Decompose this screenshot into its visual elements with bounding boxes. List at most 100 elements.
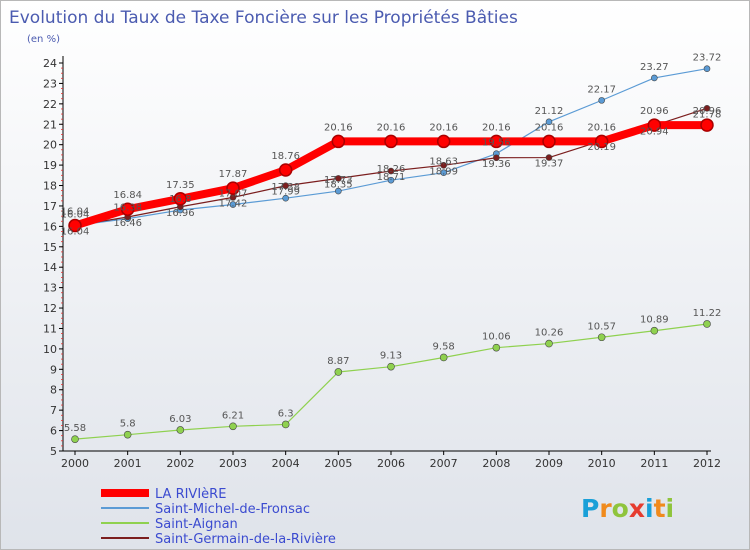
data-label: 5.58 xyxy=(64,423,86,434)
data-label: 20.16 xyxy=(429,122,458,133)
data-label: 16.84 xyxy=(113,190,142,201)
x-tick-label: 2003 xyxy=(219,457,247,470)
data-label: 11.22 xyxy=(693,308,722,319)
data-point xyxy=(387,176,395,184)
data-point xyxy=(647,118,662,132)
data-point xyxy=(226,181,240,195)
data-label: 20.16 xyxy=(377,122,406,133)
data-label: 16.8 xyxy=(169,194,191,205)
legend-label: Saint-Aignan xyxy=(155,517,238,532)
data-label: 16.46 xyxy=(113,218,142,229)
y-tick-label: 24 xyxy=(43,57,57,70)
data-label: 23.72 xyxy=(693,53,722,64)
x-tick-label: 2008 xyxy=(482,457,510,470)
data-label: 22.17 xyxy=(587,84,616,95)
data-label: 19.36 xyxy=(482,159,511,170)
y-tick-label: 23 xyxy=(43,77,57,90)
data-label: 18.26 xyxy=(377,164,406,175)
data-label: 16.96 xyxy=(166,208,195,219)
x-tick-label: 2010 xyxy=(588,457,616,470)
y-tick-label: 10 xyxy=(43,343,57,356)
data-point xyxy=(545,154,553,161)
data-point xyxy=(598,97,605,104)
data-point xyxy=(542,134,556,149)
data-label: 17.35 xyxy=(166,180,195,191)
data-point xyxy=(436,134,451,149)
data-label: 8.87 xyxy=(327,356,349,367)
data-point xyxy=(387,362,395,371)
series-layer xyxy=(68,65,714,443)
data-label: 16.04 xyxy=(61,210,90,221)
data-label: 23.27 xyxy=(640,62,669,73)
y-tick-label: 8 xyxy=(50,384,57,397)
data-point xyxy=(281,420,290,429)
data-label: 6.3 xyxy=(278,408,294,419)
axes: 5 6 7 8 9 10 11 12 13 14 15 16 17 18 19 20 21 22 23 24 2000 2… xyxy=(43,56,721,470)
y-tick-label: 16 xyxy=(43,220,57,233)
data-label: 18.71 xyxy=(377,172,406,183)
legend-label: Saint-Michel-de-Fronsac xyxy=(155,502,310,517)
y-tick-label: 19 xyxy=(43,159,57,172)
data-point xyxy=(68,218,82,233)
data-point xyxy=(331,134,346,149)
y-tick-label: 12 xyxy=(43,302,57,315)
x-tick-label: 2011 xyxy=(640,457,668,470)
data-point xyxy=(703,320,711,328)
legend-label: LA RIVIèRE xyxy=(155,487,226,502)
y-tick-label: 15 xyxy=(43,241,57,254)
data-point xyxy=(440,169,447,176)
data-point xyxy=(282,194,289,202)
data-point xyxy=(545,118,553,126)
x-tick-label: 2006 xyxy=(377,457,405,470)
data-label: 10.89 xyxy=(640,315,669,326)
data-label: 10.26 xyxy=(535,328,564,339)
y-tick-label: 9 xyxy=(50,363,57,376)
data-label: 17.99 xyxy=(271,187,300,198)
data-label: 9.58 xyxy=(433,341,455,352)
data-label: 19.37 xyxy=(535,159,564,170)
data-point xyxy=(334,368,343,376)
data-point xyxy=(278,163,293,177)
chart-subtitle: (en %) xyxy=(27,34,60,45)
data-label: 9.13 xyxy=(380,351,402,362)
data-point xyxy=(651,74,658,82)
data-point xyxy=(335,175,342,182)
data-point xyxy=(493,154,500,162)
data-point xyxy=(71,435,79,443)
data-label: 20.16 xyxy=(535,122,564,133)
data-point xyxy=(440,162,447,169)
data-label: 21.12 xyxy=(535,106,564,117)
data-label: 6.21 xyxy=(222,410,244,421)
y-tick-label: 6 xyxy=(50,425,57,438)
data-point xyxy=(123,430,132,439)
data-label: 20.94 xyxy=(640,126,669,137)
data-point xyxy=(384,134,398,149)
data-point xyxy=(650,326,659,335)
x-tick-label: 2009 xyxy=(535,457,563,470)
y-tick-label: 5 xyxy=(50,445,57,458)
data-label: 17.87 xyxy=(219,169,248,180)
data-point xyxy=(282,182,289,190)
x-tick-label: 2012 xyxy=(693,457,721,470)
data-labels: 16.04 16.84 17.35 17.87 18.76 20.16 20.16 20.16… xyxy=(61,53,722,434)
data-point xyxy=(173,192,188,206)
chart-title: Evolution du Taux de Taxe Foncière sur l… xyxy=(9,8,518,28)
data-point xyxy=(594,134,609,149)
y-tick-label: 22 xyxy=(43,98,57,111)
y-tick-label: 11 xyxy=(43,322,57,335)
x-tick-label: 2001 xyxy=(114,457,142,470)
data-point xyxy=(387,167,395,175)
data-label: 17.38 xyxy=(271,182,300,193)
data-label: 20.96 xyxy=(640,106,669,117)
data-label: 16.38 xyxy=(113,203,142,214)
data-label: 18.35 xyxy=(324,179,353,190)
x-tick-label: 2004 xyxy=(272,457,300,470)
data-label: 16.04 xyxy=(61,207,90,218)
y-tick-label: 17 xyxy=(43,200,57,213)
legend: LA RIVIèRESaint-Michel-de-FronsacSaint-A… xyxy=(101,487,336,547)
proxiti-logo: Proxiti xyxy=(581,494,674,523)
data-label: 17.42 xyxy=(219,198,248,209)
data-point xyxy=(120,202,135,216)
x-tick-label: 2005 xyxy=(324,457,352,470)
